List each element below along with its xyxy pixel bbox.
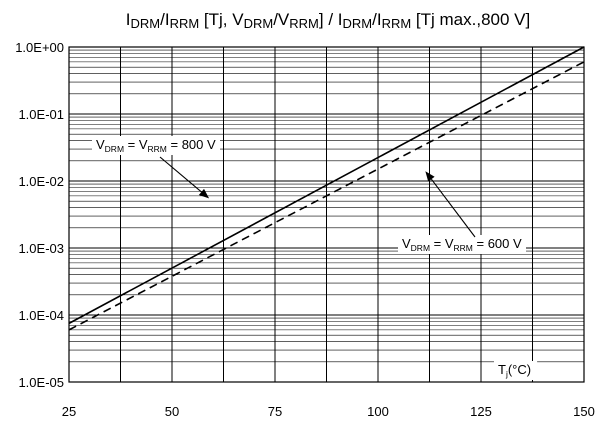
annotation-arrow-v600-label-shaft bbox=[430, 178, 476, 238]
series-group bbox=[68, 46, 585, 331]
x-tick-label: 25 bbox=[62, 404, 76, 419]
annotation-box-v800-label bbox=[92, 136, 221, 155]
grid bbox=[69, 47, 584, 382]
x-tick-label: 100 bbox=[367, 404, 389, 419]
annotation-arrow-v800-label-head bbox=[198, 188, 210, 199]
x-tick-label: 125 bbox=[470, 404, 492, 419]
annotation-arrow-v600-label-head bbox=[425, 171, 435, 182]
y-tick-label: 1.0E-04 bbox=[18, 308, 64, 323]
annotation-arrow-v800-label bbox=[159, 156, 210, 199]
annotation-label-v800-label: VDRM = VRRM = 800 V bbox=[96, 137, 216, 154]
x-tick-label: 75 bbox=[268, 404, 282, 419]
chart-title: IDRM/IRRM [Tj, VDRM/VRRM] / IDRM/IRRM [T… bbox=[126, 10, 530, 31]
annotations: VDRM = VRRM = 800 V VDRM = VRRM = 600 V bbox=[92, 136, 527, 254]
x-tick-label: 150 bbox=[573, 404, 595, 419]
x-axis: 25 50 75 100 125 150 Tj(°C) bbox=[62, 361, 595, 419]
y-tick-label: 1.0E-02 bbox=[18, 174, 64, 189]
chart-title-text: IDRM/IRRM [Tj, VDRM/VRRM] / IDRM/IRRM [T… bbox=[126, 10, 530, 31]
x-axis-label-box bbox=[494, 361, 538, 380]
series-line-v800 bbox=[68, 46, 585, 325]
annotation-label-v600-label: VDRM = VRRM = 600 V bbox=[402, 236, 522, 253]
y-tick-label: 1.0E-01 bbox=[18, 107, 64, 122]
y-tick-label: 1.0E-05 bbox=[18, 375, 64, 390]
plot-frame bbox=[68, 46, 585, 383]
y-axis: 1.0E-05 1.0E-04 1.0E-03 1.0E-02 1.0E-01 1.0E+… bbox=[15, 40, 64, 390]
y-tick-label: 1.0E+00 bbox=[15, 40, 64, 55]
x-tick-label: 50 bbox=[165, 404, 179, 419]
annotation-arrow-v600-label bbox=[425, 171, 476, 238]
series-line-v600 bbox=[68, 61, 585, 331]
annotation-arrow-v800-label-shaft bbox=[159, 156, 202, 193]
annotation-box-v600-label bbox=[398, 235, 527, 254]
x-axis-label: Tj(°C) bbox=[498, 362, 531, 379]
y-tick-label: 1.0E-03 bbox=[18, 241, 64, 256]
